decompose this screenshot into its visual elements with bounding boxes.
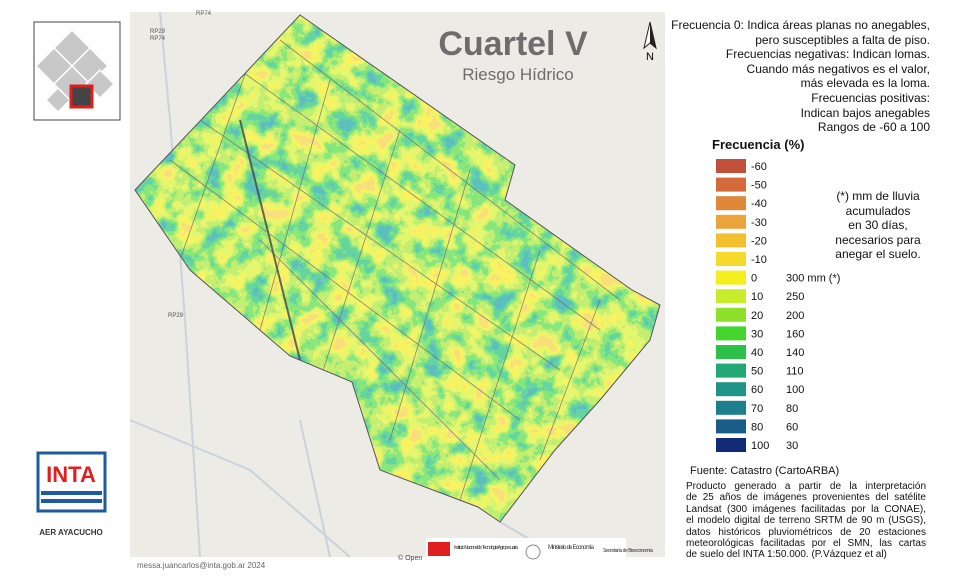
- description: Frecuencia 0: Indica áreas planas no ane…: [671, 18, 930, 135]
- logo-office: AER AYACUCHO: [39, 528, 103, 537]
- district-boundary: [134, 14, 661, 523]
- legend-swatch: [716, 419, 746, 434]
- credit: messa.juancarlos@inta.gob.ar 2024: [137, 561, 266, 570]
- legend: -60 -50 -40 -30 -20 -10 0 300 mm (*) 10 250 20 200 3…: [716, 159, 840, 452]
- road: [299, 419, 331, 558]
- legend-mm: 300 mm (*): [786, 273, 840, 285]
- legend-value: -50: [751, 180, 767, 192]
- legend-swatch: [716, 345, 746, 359]
- note-line: necesarios para: [835, 232, 921, 247]
- legend-value: 100: [751, 440, 769, 452]
- legend-value: 20: [751, 310, 763, 322]
- inta-logo: INTA AER AYACUCHO: [36, 451, 107, 537]
- legend-swatch: [716, 438, 746, 452]
- description-line: Frecuencia 0: Indica áreas planas no ane…: [671, 18, 930, 32]
- legend-swatch: [716, 363, 746, 378]
- legend-mm: 250: [786, 291, 804, 303]
- note-line: en 30 días,: [848, 218, 908, 232]
- note-line: acumulados: [845, 203, 911, 218]
- north-label: N: [646, 51, 654, 63]
- legend-swatch: [716, 196, 746, 211]
- legend-mm: 160: [786, 328, 804, 340]
- description-line: Rangos de -60 a 100: [817, 120, 930, 135]
- note-line: anegar el suelo.: [835, 247, 921, 261]
- road-label: RP74: [150, 36, 166, 42]
- inta-caption: Instituto Nacional de Tecnología Agropec…: [454, 545, 518, 551]
- legend-value: 30: [751, 328, 763, 340]
- source-line: datos históricos pluviométricos de 20 es…: [686, 526, 926, 538]
- legend-swatch: [716, 252, 746, 266]
- legend-swatch: [716, 177, 746, 192]
- legend-value: -40: [751, 198, 767, 210]
- source-line: el modelo digital de terreno SRTM de 90 …: [686, 515, 926, 527]
- legend-value: -60: [751, 161, 767, 173]
- legend-value: 50: [751, 366, 763, 378]
- legend-swatch: [716, 233, 746, 248]
- note-line: (*) mm de lluvia: [836, 189, 920, 203]
- road: [129, 419, 351, 558]
- legend-mm: 100: [786, 384, 804, 396]
- map-title: Cuartel V: [438, 25, 588, 63]
- legend-note: (*) mm de lluvia acumulados en 30 días, nec…: [818, 189, 938, 262]
- legend-value: -30: [751, 217, 767, 229]
- legend-swatch: [716, 382, 746, 397]
- institution-logos: Instituto Nacional de Tecnología Agropec…: [426, 538, 653, 568]
- legend-value: 0: [751, 273, 757, 285]
- legend-value: -20: [751, 235, 767, 247]
- logo-text: INTA: [46, 462, 96, 487]
- legend-value: 10: [751, 291, 763, 303]
- parcel-lines: [169, 39, 621, 501]
- secretary-caption: Secretaría de Bioeconomía: [603, 548, 653, 554]
- source-line: meteorológicas facilitadas por el SMN, l…: [686, 538, 926, 550]
- map-subtitle: Riesgo Hídrico: [462, 65, 574, 84]
- legend-mm: 60: [786, 421, 798, 433]
- legend-value: 60: [751, 384, 763, 396]
- road-label: RP29: [168, 313, 184, 319]
- source-line: de suelo del INTA 1:50.000. (P.Vázquez e…: [686, 549, 887, 561]
- legend-swatch: [716, 307, 746, 322]
- legend-mm: 30: [786, 440, 798, 452]
- legend-mm: 140: [786, 347, 804, 359]
- legend-mm: 80: [786, 403, 798, 415]
- legend-mm: 200: [786, 310, 804, 322]
- road-label: RP74: [196, 11, 212, 17]
- legend-swatch: [716, 270, 746, 285]
- description-line: pero susceptibles a falta de piso.: [755, 32, 930, 47]
- legend-swatch: [716, 326, 746, 341]
- source-text: Producto generado a partir de la interpr…: [686, 481, 926, 561]
- source-line: Landsat (300 imágenes facilitadas por la…: [686, 503, 926, 515]
- legend-value: -10: [751, 254, 767, 266]
- locator-inset: [33, 21, 121, 121]
- description-line: Frecuencias positivas:: [811, 90, 930, 105]
- legend-title: Frecuencia (%): [712, 137, 805, 152]
- source-line: Producto generado a partir de la interpr…: [686, 481, 926, 492]
- legend-swatch: [716, 289, 746, 304]
- description-line: Indican bajos anegables: [800, 105, 930, 120]
- ministry-caption: Ministerio de Economía: [548, 545, 595, 551]
- legend-value: 40: [751, 347, 763, 359]
- osm-credit: © Open: [398, 554, 422, 562]
- north-arrow: N: [643, 21, 657, 63]
- legend-value: 80: [751, 421, 763, 433]
- description-line: más elevada es la loma.: [800, 76, 930, 91]
- legend-mm: 110: [786, 366, 804, 378]
- description-line: Frecuencias negativas: Indican lomas.: [725, 47, 930, 62]
- legend-swatch: [716, 214, 746, 229]
- description-line: Cuando más negativos es el valor,: [746, 61, 930, 76]
- source-title: Fuente: Catastro (CartoARBA): [690, 465, 840, 477]
- legend-swatch: [716, 159, 746, 173]
- road-label: RP29: [150, 29, 166, 35]
- legend-value: 70: [751, 403, 763, 415]
- legend-swatch: [716, 400, 746, 415]
- source-line: de 25 años de imágenes provenientes del …: [686, 492, 926, 504]
